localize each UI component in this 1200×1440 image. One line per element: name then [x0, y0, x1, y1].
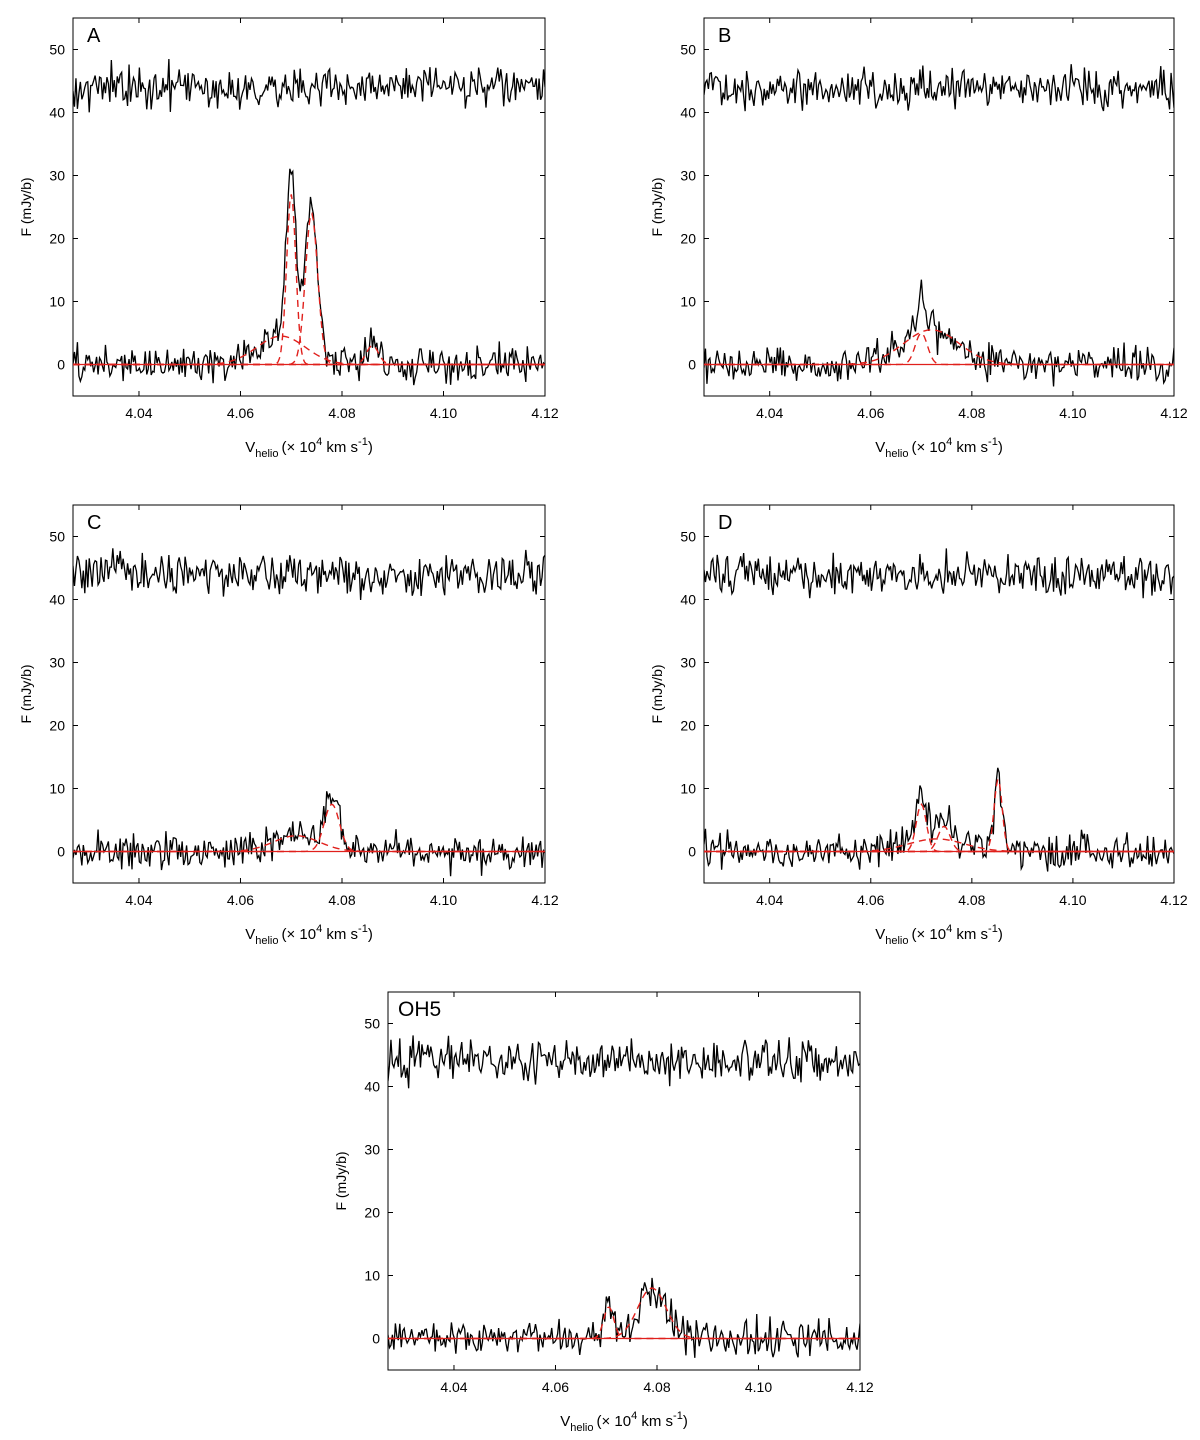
x-axis-label: Vhelio (× 104 km s-1) [875, 436, 1003, 460]
axes-frame [72, 17, 546, 397]
observed-spectrum-line [73, 168, 545, 386]
panel-label: A [87, 25, 101, 47]
y-tick-label: 0 [57, 357, 65, 373]
x-tick-label: 4.08 [328, 405, 355, 421]
observed-spectrum-line [388, 1277, 860, 1358]
x-tick-label: 4.06 [542, 1379, 569, 1395]
x-tick-label: 4.10 [430, 892, 457, 908]
axes-frame [387, 991, 861, 1371]
x-tick-label: 4.06 [857, 892, 884, 908]
panel-label: OH5 [398, 998, 441, 1021]
observed-spectrum-line [73, 791, 545, 877]
y-tick-label: 0 [57, 844, 65, 860]
panel-c: 0 10 20 30 40 50 4.04 4.06 4.08 4.10 4.12 F (mJy/b)… [18, 504, 559, 947]
y-tick-label: 40 [49, 105, 65, 121]
y-tick-label: 50 [680, 529, 696, 545]
panel-a: 0 10 20 30 40 50 4.04 4.06 4.08 4.10 4.12 F (mJy/b)… [18, 17, 559, 460]
panel-d: 0 10 20 30 40 50 4.04 4.06 4.08 4.10 4.12 F (mJy/b)… [649, 504, 1188, 947]
x-tick-label: 4.10 [745, 1379, 772, 1395]
x-tick-label: 4.10 [1059, 892, 1086, 908]
y-tick-label: 30 [364, 1142, 380, 1158]
x-axis-label: Vhelio (× 104 km s-1) [875, 923, 1003, 947]
residual-spectrum-line [73, 58, 545, 113]
y-tick-label: 40 [680, 592, 696, 608]
x-tick-label: 4.12 [1160, 892, 1187, 908]
x-tick-label: 4.12 [531, 892, 558, 908]
y-tick-label: 0 [688, 357, 696, 373]
residual-spectrum-line [73, 548, 545, 601]
gaussian-component-1 [388, 1306, 860, 1340]
x-tick-label: 4.04 [440, 1379, 467, 1395]
y-tick-label: 20 [49, 718, 65, 734]
x-tick-label: 4.08 [958, 405, 985, 421]
panel-b: 0 10 20 30 40 50 4.04 4.06 4.08 4.10 4.12 F (mJy/b)… [649, 17, 1188, 460]
y-axis-label: F (mJy/b) [649, 664, 665, 723]
y-axis-label: F (mJy/b) [649, 177, 665, 236]
x-tick-label: 4.08 [958, 892, 985, 908]
panel-label: C [87, 512, 101, 534]
y-axis-label: F (mJy/b) [333, 1151, 349, 1210]
x-tick-label: 4.08 [643, 1379, 670, 1395]
y-tick-label: 0 [688, 844, 696, 860]
y-tick-label: 10 [680, 781, 696, 797]
y-tick-label: 50 [49, 42, 65, 58]
x-axis-label: Vhelio (× 104 km s-1) [245, 923, 373, 947]
panel-oh5: 0 10 20 30 40 50 4.04 4.06 4.08 4.10 4.12 F (mJy/b)… [333, 991, 874, 1434]
gaussian-component-2 [704, 825, 1174, 853]
x-tick-label: 4.06 [227, 405, 254, 421]
x-tick-label: 4.06 [227, 892, 254, 908]
y-tick-label: 10 [680, 294, 696, 310]
x-tick-label: 4.04 [125, 405, 152, 421]
y-tick-label: 30 [49, 655, 65, 671]
y-tick-label: 0 [372, 1331, 380, 1347]
x-axis-label: Vhelio (× 104 km s-1) [560, 1410, 688, 1434]
x-tick-label: 4.04 [756, 892, 783, 908]
y-tick-label: 40 [680, 105, 696, 121]
y-tick-label: 30 [680, 655, 696, 671]
y-tick-label: 10 [49, 781, 65, 797]
gaussian-component-2 [73, 212, 545, 366]
observed-spectrum-line [704, 767, 1174, 872]
axes-frame [703, 17, 1175, 397]
panel-label: D [718, 512, 732, 534]
axes-frame [703, 504, 1175, 884]
x-tick-label: 4.06 [857, 405, 884, 421]
y-tick-label: 20 [680, 718, 696, 734]
residual-spectrum-line [704, 548, 1174, 599]
gaussian-component-3 [73, 335, 545, 366]
y-tick-label: 30 [680, 168, 696, 184]
y-axis-label: F (mJy/b) [18, 177, 34, 236]
x-axis-label: Vhelio (× 104 km s-1) [245, 436, 373, 460]
gaussian-component-4 [704, 838, 1174, 853]
y-tick-label: 50 [680, 42, 696, 58]
x-tick-label: 4.10 [430, 405, 457, 421]
x-tick-label: 4.12 [846, 1379, 873, 1395]
x-tick-label: 4.10 [1059, 405, 1086, 421]
residual-spectrum-line [704, 64, 1174, 112]
y-tick-label: 20 [680, 231, 696, 247]
x-tick-label: 4.12 [531, 405, 558, 421]
y-tick-label: 30 [49, 168, 65, 184]
y-tick-label: 40 [364, 1079, 380, 1095]
y-tick-label: 20 [364, 1205, 380, 1221]
residual-spectrum-line [388, 1035, 860, 1089]
x-tick-label: 4.04 [125, 892, 152, 908]
y-tick-label: 20 [49, 231, 65, 247]
observed-spectrum-line [704, 279, 1174, 387]
y-tick-label: 50 [364, 1016, 380, 1032]
x-tick-label: 4.08 [328, 892, 355, 908]
y-axis-label: F (mJy/b) [18, 664, 34, 723]
axes-frame [72, 504, 546, 884]
x-tick-label: 4.12 [1160, 405, 1187, 421]
y-tick-label: 10 [364, 1268, 380, 1284]
x-tick-label: 4.04 [756, 405, 783, 421]
y-tick-label: 40 [49, 592, 65, 608]
panel-label: B [718, 25, 731, 47]
y-tick-label: 50 [49, 529, 65, 545]
gaussian-component-3 [704, 777, 1174, 853]
y-tick-label: 10 [49, 294, 65, 310]
